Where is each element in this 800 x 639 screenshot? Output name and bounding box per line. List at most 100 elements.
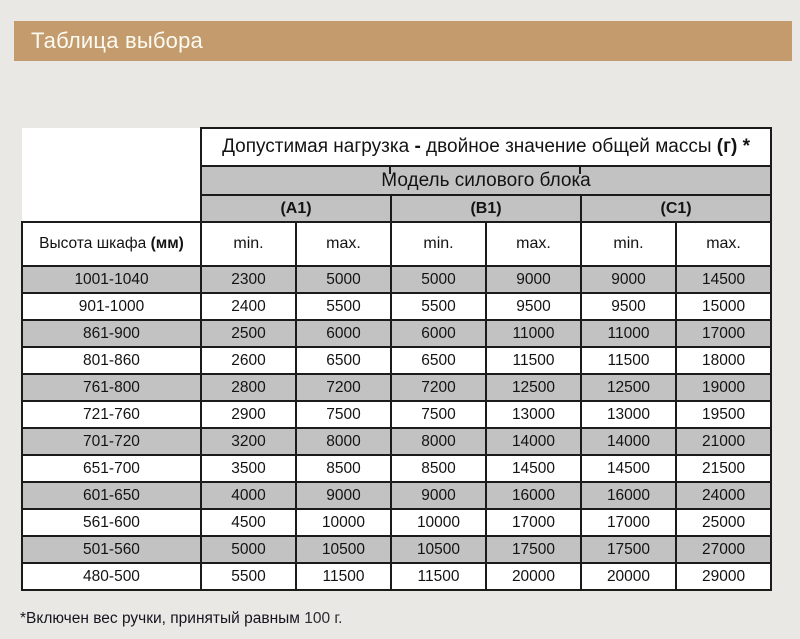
max-header-cell: max. <box>674 221 773 267</box>
load-value-cell: 16000 <box>485 481 582 510</box>
table-row: 501-560 5000 10500 10500 17500 17500 270… <box>21 535 773 564</box>
load-value-cell: 5500 <box>390 292 487 321</box>
table-row: 761-800 2800 7200 7200 12500 12500 19000 <box>21 373 773 402</box>
table-row: 1001-1040 2300 5000 5000 9000 9000 14500 <box>21 265 773 294</box>
height-range-cell: 861-900 <box>21 319 202 348</box>
footnote-value: 100 г. <box>304 610 343 627</box>
load-value-cell: 9000 <box>580 265 677 294</box>
load-value-cell: 20000 <box>485 562 582 591</box>
load-value-cell: 21500 <box>674 454 773 483</box>
load-value-cell: 2300 <box>200 265 297 294</box>
min-header-cell: min. <box>200 221 297 267</box>
height-range-cell: 701-720 <box>21 427 202 456</box>
load-value-cell: 11500 <box>390 562 487 591</box>
load-value-cell: 7200 <box>295 373 392 402</box>
load-value-cell: 3200 <box>200 427 297 456</box>
border-stub <box>389 165 391 174</box>
load-value-cell: 27000 <box>674 535 773 564</box>
load-value-cell: 7500 <box>295 400 392 429</box>
load-value-cell: 9500 <box>485 292 582 321</box>
load-value-cell: 11500 <box>580 346 677 375</box>
load-value-cell: 14500 <box>485 454 582 483</box>
max-header-cell: max. <box>295 221 392 267</box>
load-value-cell: 21000 <box>674 427 773 456</box>
load-value-cell: 29000 <box>674 562 773 591</box>
load-value-cell: 17500 <box>580 535 677 564</box>
load-value-cell: 16000 <box>580 481 677 510</box>
load-value-cell: 17000 <box>674 319 773 348</box>
height-range-cell: 501-560 <box>21 535 202 564</box>
model-c1-cell: (C1) <box>579 194 773 223</box>
load-value-cell: 10500 <box>390 535 487 564</box>
load-value-cell: 10500 <box>295 535 392 564</box>
table-row: 721-760 2900 7500 7500 13000 13000 19500 <box>21 400 773 429</box>
load-value-cell: 5500 <box>295 292 392 321</box>
load-header-unit: (г) * <box>716 136 751 157</box>
table-row: 701-720 3200 8000 8000 14000 14000 21000 <box>21 427 773 456</box>
load-value-cell: 5000 <box>390 265 487 294</box>
height-range-cell: 901-1000 <box>21 292 202 321</box>
load-value-cell: 9000 <box>390 481 487 510</box>
table-row: 561-600 4500 10000 10000 17000 17000 250… <box>21 508 773 537</box>
load-value-cell: 24000 <box>674 481 773 510</box>
load-value-cell: 14000 <box>580 427 677 456</box>
load-value-cell: 14000 <box>485 427 582 456</box>
load-value-cell: 15000 <box>674 292 773 321</box>
load-value-cell: 19500 <box>674 400 773 429</box>
load-value-cell: 17500 <box>485 535 582 564</box>
height-header-cell: Высота шкафа (мм) <box>21 221 202 267</box>
load-value-cell: 2500 <box>200 319 297 348</box>
min-header-cell: min. <box>390 221 487 267</box>
load-value-cell: 6000 <box>390 319 487 348</box>
max-header-cell: max. <box>485 221 582 267</box>
model-b1-cell: (B1) <box>390 194 582 223</box>
page-title: Таблица выбора <box>31 28 203 53</box>
load-value-cell: 8000 <box>295 427 392 456</box>
load-value-cell: 4500 <box>200 508 297 537</box>
load-value-cell: 5500 <box>200 562 297 591</box>
load-value-cell: 12500 <box>580 373 677 402</box>
load-value-cell: 13000 <box>580 400 677 429</box>
load-value-cell: 8500 <box>295 454 392 483</box>
load-value-cell: 11000 <box>485 319 582 348</box>
load-value-cell: 3500 <box>200 454 297 483</box>
load-value-cell: 17000 <box>580 508 677 537</box>
height-header-label: Высота шкафа <box>39 235 151 252</box>
load-value-cell: 2400 <box>200 292 297 321</box>
load-value-cell: 2900 <box>200 400 297 429</box>
load-value-cell: 8000 <box>390 427 487 456</box>
height-range-cell: 1001-1040 <box>21 265 202 294</box>
load-header-text: Допустимая нагрузка <box>222 136 415 157</box>
load-value-cell: 7500 <box>390 400 487 429</box>
load-value-cell: 14500 <box>580 454 677 483</box>
selection-table: Допустимая нагрузка - двойное значение о… <box>21 127 773 591</box>
footnote-text: *Включен вес ручки, принятый равным <box>20 610 305 627</box>
load-value-cell: 14500 <box>674 265 773 294</box>
load-value-cell: 18000 <box>674 346 773 375</box>
load-value-cell: 6000 <box>295 319 392 348</box>
table-row: 601-650 4000 9000 9000 16000 16000 24000 <box>21 481 773 510</box>
load-value-cell: 17000 <box>485 508 582 537</box>
table-row: 480-500 5500 11500 11500 20000 20000 290… <box>21 562 773 591</box>
table-row: 801-860 2600 6500 6500 11500 11500 18000 <box>21 346 773 375</box>
footnote: *Включен вес ручки, принятый равным 100 … <box>20 610 343 628</box>
load-value-cell: 8500 <box>390 454 487 483</box>
height-range-cell: 601-650 <box>21 481 202 510</box>
model-a1-cell: (A1) <box>200 194 392 223</box>
load-value-cell: 5000 <box>295 265 392 294</box>
load-header-text: двойное значение общей массы <box>426 136 717 157</box>
load-value-cell: 19000 <box>674 373 773 402</box>
height-header-unit: (мм) <box>150 235 184 252</box>
load-value-cell: 5000 <box>200 535 297 564</box>
load-value-cell: 11000 <box>580 319 677 348</box>
height-range-cell: 801-860 <box>21 346 202 375</box>
table-row: 861-900 2500 6000 6000 11000 11000 17000 <box>21 319 773 348</box>
min-header-cell: min. <box>580 221 677 267</box>
border-stub <box>579 165 581 174</box>
table-row: 651-700 3500 8500 8500 14500 14500 21500 <box>21 454 773 483</box>
load-value-cell: 10000 <box>295 508 392 537</box>
height-range-cell: 721-760 <box>21 400 202 429</box>
load-value-cell: 4000 <box>200 481 297 510</box>
load-value-cell: 2800 <box>200 373 297 402</box>
load-header-dash: - <box>414 136 427 157</box>
